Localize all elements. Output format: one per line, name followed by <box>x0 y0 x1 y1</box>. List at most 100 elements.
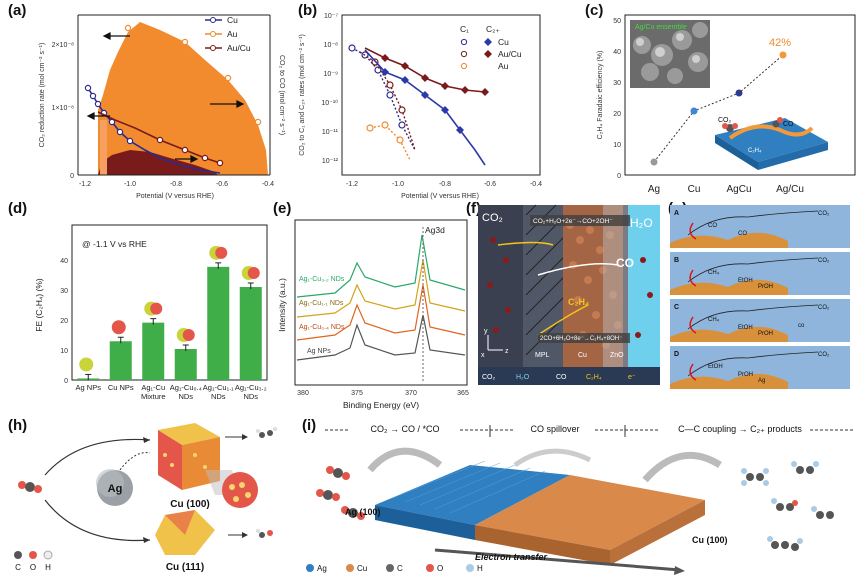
g-row-tag: C <box>674 304 679 311</box>
d-title: @ -1.1 V vs RHE <box>82 239 147 249</box>
panel-g-illustration: A CO₂ CO CO B CO₂ CH₄ EtOH PrOH C CO₂ CH₄ EtOH PrOH co… <box>670 205 850 389</box>
trace-ag1cu32 <box>296 234 466 298</box>
b-xtick-3: -0.6 <box>484 181 496 188</box>
d-cat-label: Ag₁-Cu Mixture <box>141 383 166 401</box>
f-legend-c2h4: C₂H₄ <box>586 374 602 381</box>
d-cat-label: Cu NPs <box>108 383 134 392</box>
g-row-item: PrOH <box>758 331 773 337</box>
b-ytick-5: 10⁻¹² <box>322 158 339 165</box>
d-ytick-4: 40 <box>60 258 68 265</box>
g-pathway <box>687 257 819 283</box>
b-ytick-2: 10⁻⁹ <box>324 71 338 78</box>
f-mpl: MPL <box>535 352 550 359</box>
a-ytick-1: 1×10⁻⁸ <box>52 105 74 112</box>
d-bar <box>239 287 262 380</box>
legend-cu: Cu <box>227 15 238 25</box>
d-ylabel: FE (C₂H₄) (%) <box>34 278 44 332</box>
c-co2: CO₂ <box>718 117 732 124</box>
g-row-tag: A <box>674 210 679 217</box>
au-area <box>98 22 268 175</box>
e-xtick-2: 370 <box>405 390 417 397</box>
g-row-item: CO₂ <box>818 258 830 264</box>
b-ytick-1: 10⁻⁸ <box>324 42 338 49</box>
d-particle-icon <box>150 302 163 315</box>
c-inset-label: Ag/Cu ensemble <box>635 24 687 31</box>
a-ylabel-left: CO₂ reduction rate (mol cm⁻² s⁻¹) <box>39 43 46 148</box>
e-peak: Ag3d <box>425 225 445 235</box>
d-ytick-2: 20 <box>60 318 68 325</box>
g-red-arc <box>689 269 697 287</box>
panel-a-chart: Cu Au Au/Cu 0 1×10⁻⁸ 2×10⁻⁸ -1.2 -1.0 -0… <box>39 14 285 200</box>
d-cat-label: Ag₁-Cu₀.₄ NDs <box>170 383 202 401</box>
c-ytick-5: 50 <box>613 18 621 25</box>
c-point-agcu-ens <box>779 51 787 59</box>
c-lattice-illustration: CO₂ CO C₂H₄ <box>715 117 828 170</box>
d-bar <box>174 349 197 380</box>
f-legend-h2o: H₂O <box>516 374 530 381</box>
c-point-agcu <box>735 89 743 97</box>
a-xlabel: Potential (V versus RHE) <box>136 193 214 200</box>
b-legend-aucu: Au/Cu <box>498 49 522 59</box>
c-ylabel: C₂H₄ Faradaic efficiency (%) <box>597 51 604 140</box>
g-row-item: CO₂ <box>818 211 830 217</box>
f-legend-co2: CO₂ <box>482 374 496 381</box>
panel-a: (a) <box>0 0 285 205</box>
a-xtick-2: -0.8 <box>170 181 182 188</box>
c-point-cu <box>690 107 698 115</box>
h-cu100: Cu (100) <box>170 499 209 510</box>
d-particle-icon <box>182 329 195 341</box>
d-ytick-0: 0 <box>64 378 68 385</box>
i-legend-label: Ag <box>317 564 327 573</box>
f-bottom-eq: 2CO+6H₂O+8e⁻→C₂H₄+8OH⁻ <box>540 336 622 342</box>
b-legend-head-c2: C₂₊ <box>486 24 500 34</box>
panel-label-i: (i) <box>302 417 317 434</box>
panel-g: (g) ACO₂COCOBCO₂CH₄EtOHPrOHCCO₂CH₄EtOHPr… <box>668 200 858 405</box>
i-cu-slab <box>475 475 705 550</box>
a-ytick-2: 2×10⁻⁸ <box>52 42 74 49</box>
aucu-area <box>98 150 218 175</box>
b-ylabel: CO₂ to C₁ and C₂₊ rates (mol cm⁻² s⁻¹) <box>299 34 306 156</box>
d-cat-label: Ag₁-Cu₁.₁ NDs <box>203 383 234 401</box>
h-legend-h: H <box>45 563 51 572</box>
a-xtick-1: -1.0 <box>124 181 136 188</box>
legend-au: Au <box>227 29 238 39</box>
panel-e: (e) Ag3d Ag₁-Cu₃.₂ NDs Ag₁-Cu₁.₁ NDs Ag₁… <box>265 200 475 415</box>
i-electron: Electron transfer <box>475 552 548 562</box>
g-row-item: CO₂ <box>818 352 830 358</box>
a-xtick-4: -0.4 <box>262 181 274 188</box>
g-row-item: co <box>798 323 805 329</box>
g-row-item: EtOH <box>738 278 753 284</box>
c-ytick-0: 0 <box>617 173 621 180</box>
b-legend-au: Au <box>498 61 509 71</box>
f-top-eq: CO₂+H₂O+2e⁻→CO+2OH⁻ <box>533 218 613 225</box>
d-particle-icon <box>79 357 94 372</box>
h-legend-o: O <box>30 563 36 572</box>
c-point-ag <box>650 158 658 166</box>
d-cat-label: Ag₁-Cu₃.₂ NDs <box>235 383 267 401</box>
b-xtick-4: -0.4 <box>530 181 542 188</box>
g-red-arc <box>689 222 697 240</box>
g-red-arc <box>689 363 697 381</box>
b-legend-cu: Cu <box>498 37 509 47</box>
d-bar <box>207 266 230 380</box>
d-particle-icon <box>111 320 126 335</box>
h-ag: Ag <box>108 483 123 495</box>
d-ytick-1: 10 <box>60 348 68 355</box>
f-h2o: H₂O <box>630 216 653 230</box>
b-ytick-4: 10⁻¹¹ <box>322 129 339 136</box>
c-cat-ag: Ag <box>648 184 660 195</box>
panel-h-illustration: Ag Cu (100) Cu (111) C O H <box>14 423 277 573</box>
d-cat-label: Ag NPs <box>76 383 102 392</box>
g-row-item: CH₄ <box>708 270 720 276</box>
g-row-item: CO₂ <box>818 305 830 311</box>
panel-label-d: (d) <box>8 200 28 217</box>
d-particle-icon <box>247 267 260 279</box>
f-legend-e: e⁻ <box>628 374 636 381</box>
i-legend-dot <box>426 564 434 572</box>
panel-label-c: (c) <box>585 2 604 19</box>
i-ag100: Ag (100) <box>345 507 381 517</box>
g-cu-surface <box>670 326 788 342</box>
g-row-item: PrOH <box>758 284 773 290</box>
panel-b-chart: C₁ C₂₊ Cu Au/Cu Au 10⁻⁷ 10⁻⁸ 10⁻⁹ 10⁻¹⁰ … <box>299 13 542 200</box>
h-cu111: Cu (111) <box>166 562 204 573</box>
